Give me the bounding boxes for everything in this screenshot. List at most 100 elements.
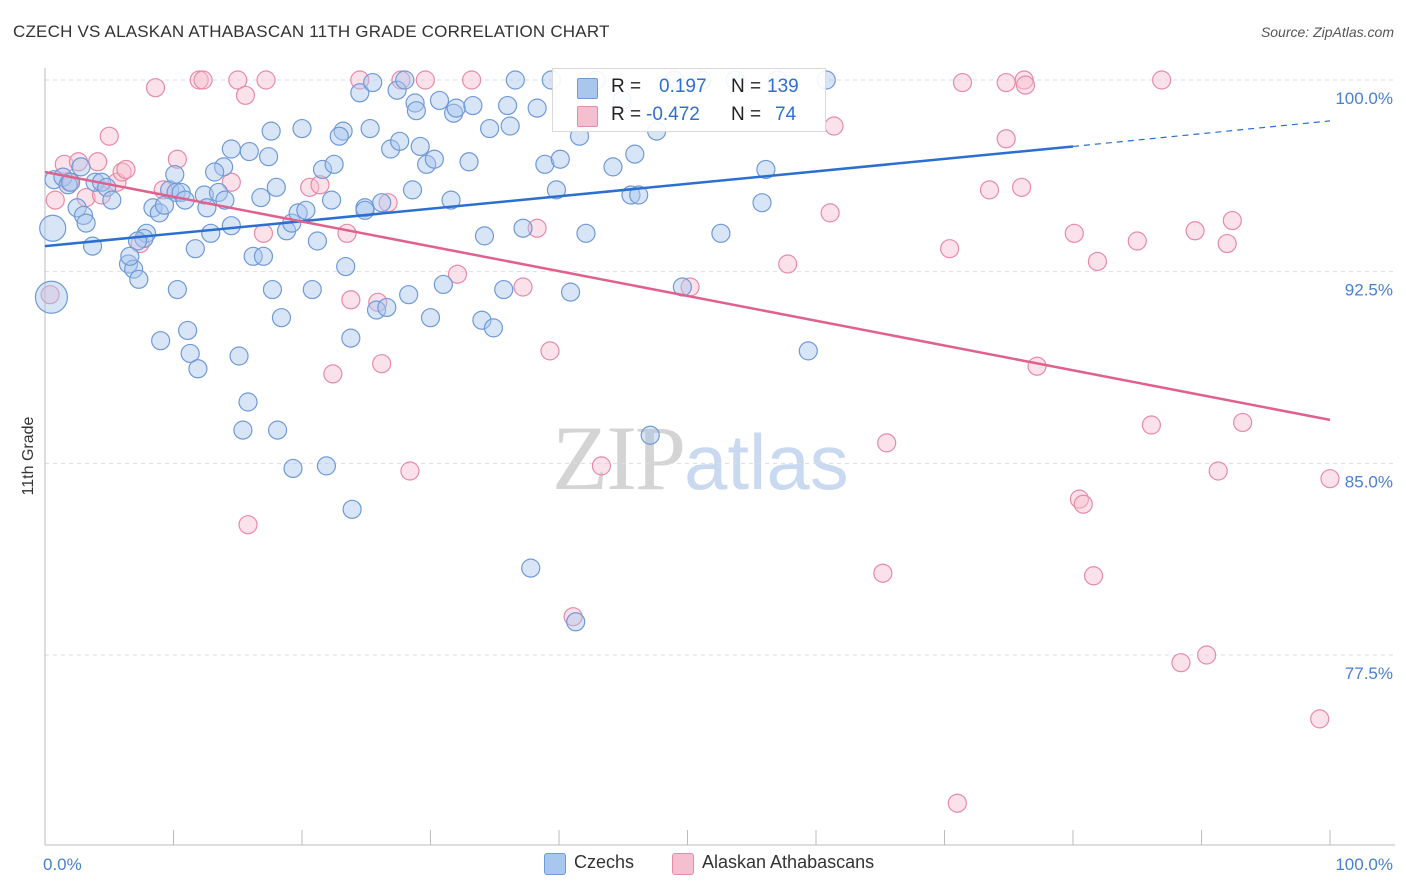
data-point [143,198,163,218]
data-point [415,70,435,90]
data-point [778,254,798,274]
data-point [527,218,547,238]
data-point [45,190,65,210]
data-point [433,274,453,295]
blue-swatch [577,78,598,99]
y-tick-label: 100.0% [1335,89,1393,108]
data-point [99,126,119,146]
data-point [1027,356,1047,376]
y-tick-label: 85.0% [1345,472,1393,491]
athabascans-swatch [672,853,694,875]
data-point [1208,461,1228,481]
data-point [377,297,397,318]
data-point [979,180,1000,200]
data-point [472,310,492,330]
data-point [316,456,337,476]
data-point [459,152,479,172]
data-point [1073,494,1093,514]
trend-lines [44,120,1331,422]
data-point [120,246,140,266]
data-point [474,226,495,246]
czech-trend-extension [1072,120,1331,148]
data-point [563,607,583,627]
data-point [752,193,772,213]
data-point [546,180,567,200]
data-point [996,72,1016,93]
data-point [463,95,483,116]
data-point [498,95,518,116]
data-point [124,259,144,279]
data-point [167,279,187,300]
data-point [239,141,259,162]
data-point [116,159,136,180]
data-point [201,223,221,243]
data-point [1015,75,1036,95]
axes [44,68,1395,846]
data-point [1320,469,1340,489]
data-point [1171,653,1191,673]
data-point [1233,412,1253,433]
data-point [400,461,420,481]
data-point [229,346,249,366]
data-point [40,285,60,305]
data-point [640,425,660,445]
data-point [591,456,612,476]
data-point [253,223,274,243]
data-point [527,98,547,118]
data-point [118,254,139,274]
data-point [444,103,464,123]
data-point [372,193,392,213]
data-point [193,70,213,90]
data-point [947,793,967,813]
data-point [952,72,973,93]
data-point [312,159,333,180]
data-point [102,190,122,210]
data-point [221,139,241,159]
data-point [480,118,500,139]
data-point [73,205,94,226]
data-point [180,343,200,364]
data-point [39,214,67,242]
data-point [711,223,731,243]
data-point [233,420,253,440]
data-point [1185,221,1205,241]
data-point [188,359,208,379]
data-point [1069,489,1090,509]
data-point [302,279,322,300]
data-point [535,154,555,174]
data-point [873,563,893,583]
n-value: 74 [775,104,797,125]
data-point [178,320,198,341]
data-point [208,182,229,203]
n-label: N = [731,76,762,97]
r-value: -0.472 [646,104,700,125]
data-point [441,190,461,210]
data-point [625,144,645,164]
data-point [228,70,248,90]
n-label: N = [731,104,762,125]
data-point [333,121,353,141]
data-point [462,70,482,90]
data-point [167,149,187,169]
data-point [323,364,343,384]
data-point [505,70,525,90]
data-point [540,341,560,361]
y-tick-labels: 100.0% 92.5% 85.0% 77.5% [1335,89,1393,683]
data-point [446,98,466,118]
data-point [238,392,258,412]
data-point [68,152,89,172]
data-point [406,101,426,121]
data-point [292,118,312,139]
data-point [576,223,596,243]
data-point [1127,231,1147,251]
data-point [130,233,150,254]
czechs-swatch [544,853,566,875]
x-tick-label-min: 0.0% [43,855,82,874]
data-point [447,264,468,284]
data-point [341,328,361,348]
x-ticks [44,830,1331,845]
data-point [1217,233,1237,254]
data-point [321,190,342,210]
watermark-zip: ZIP [552,407,686,509]
data-point [798,341,818,361]
